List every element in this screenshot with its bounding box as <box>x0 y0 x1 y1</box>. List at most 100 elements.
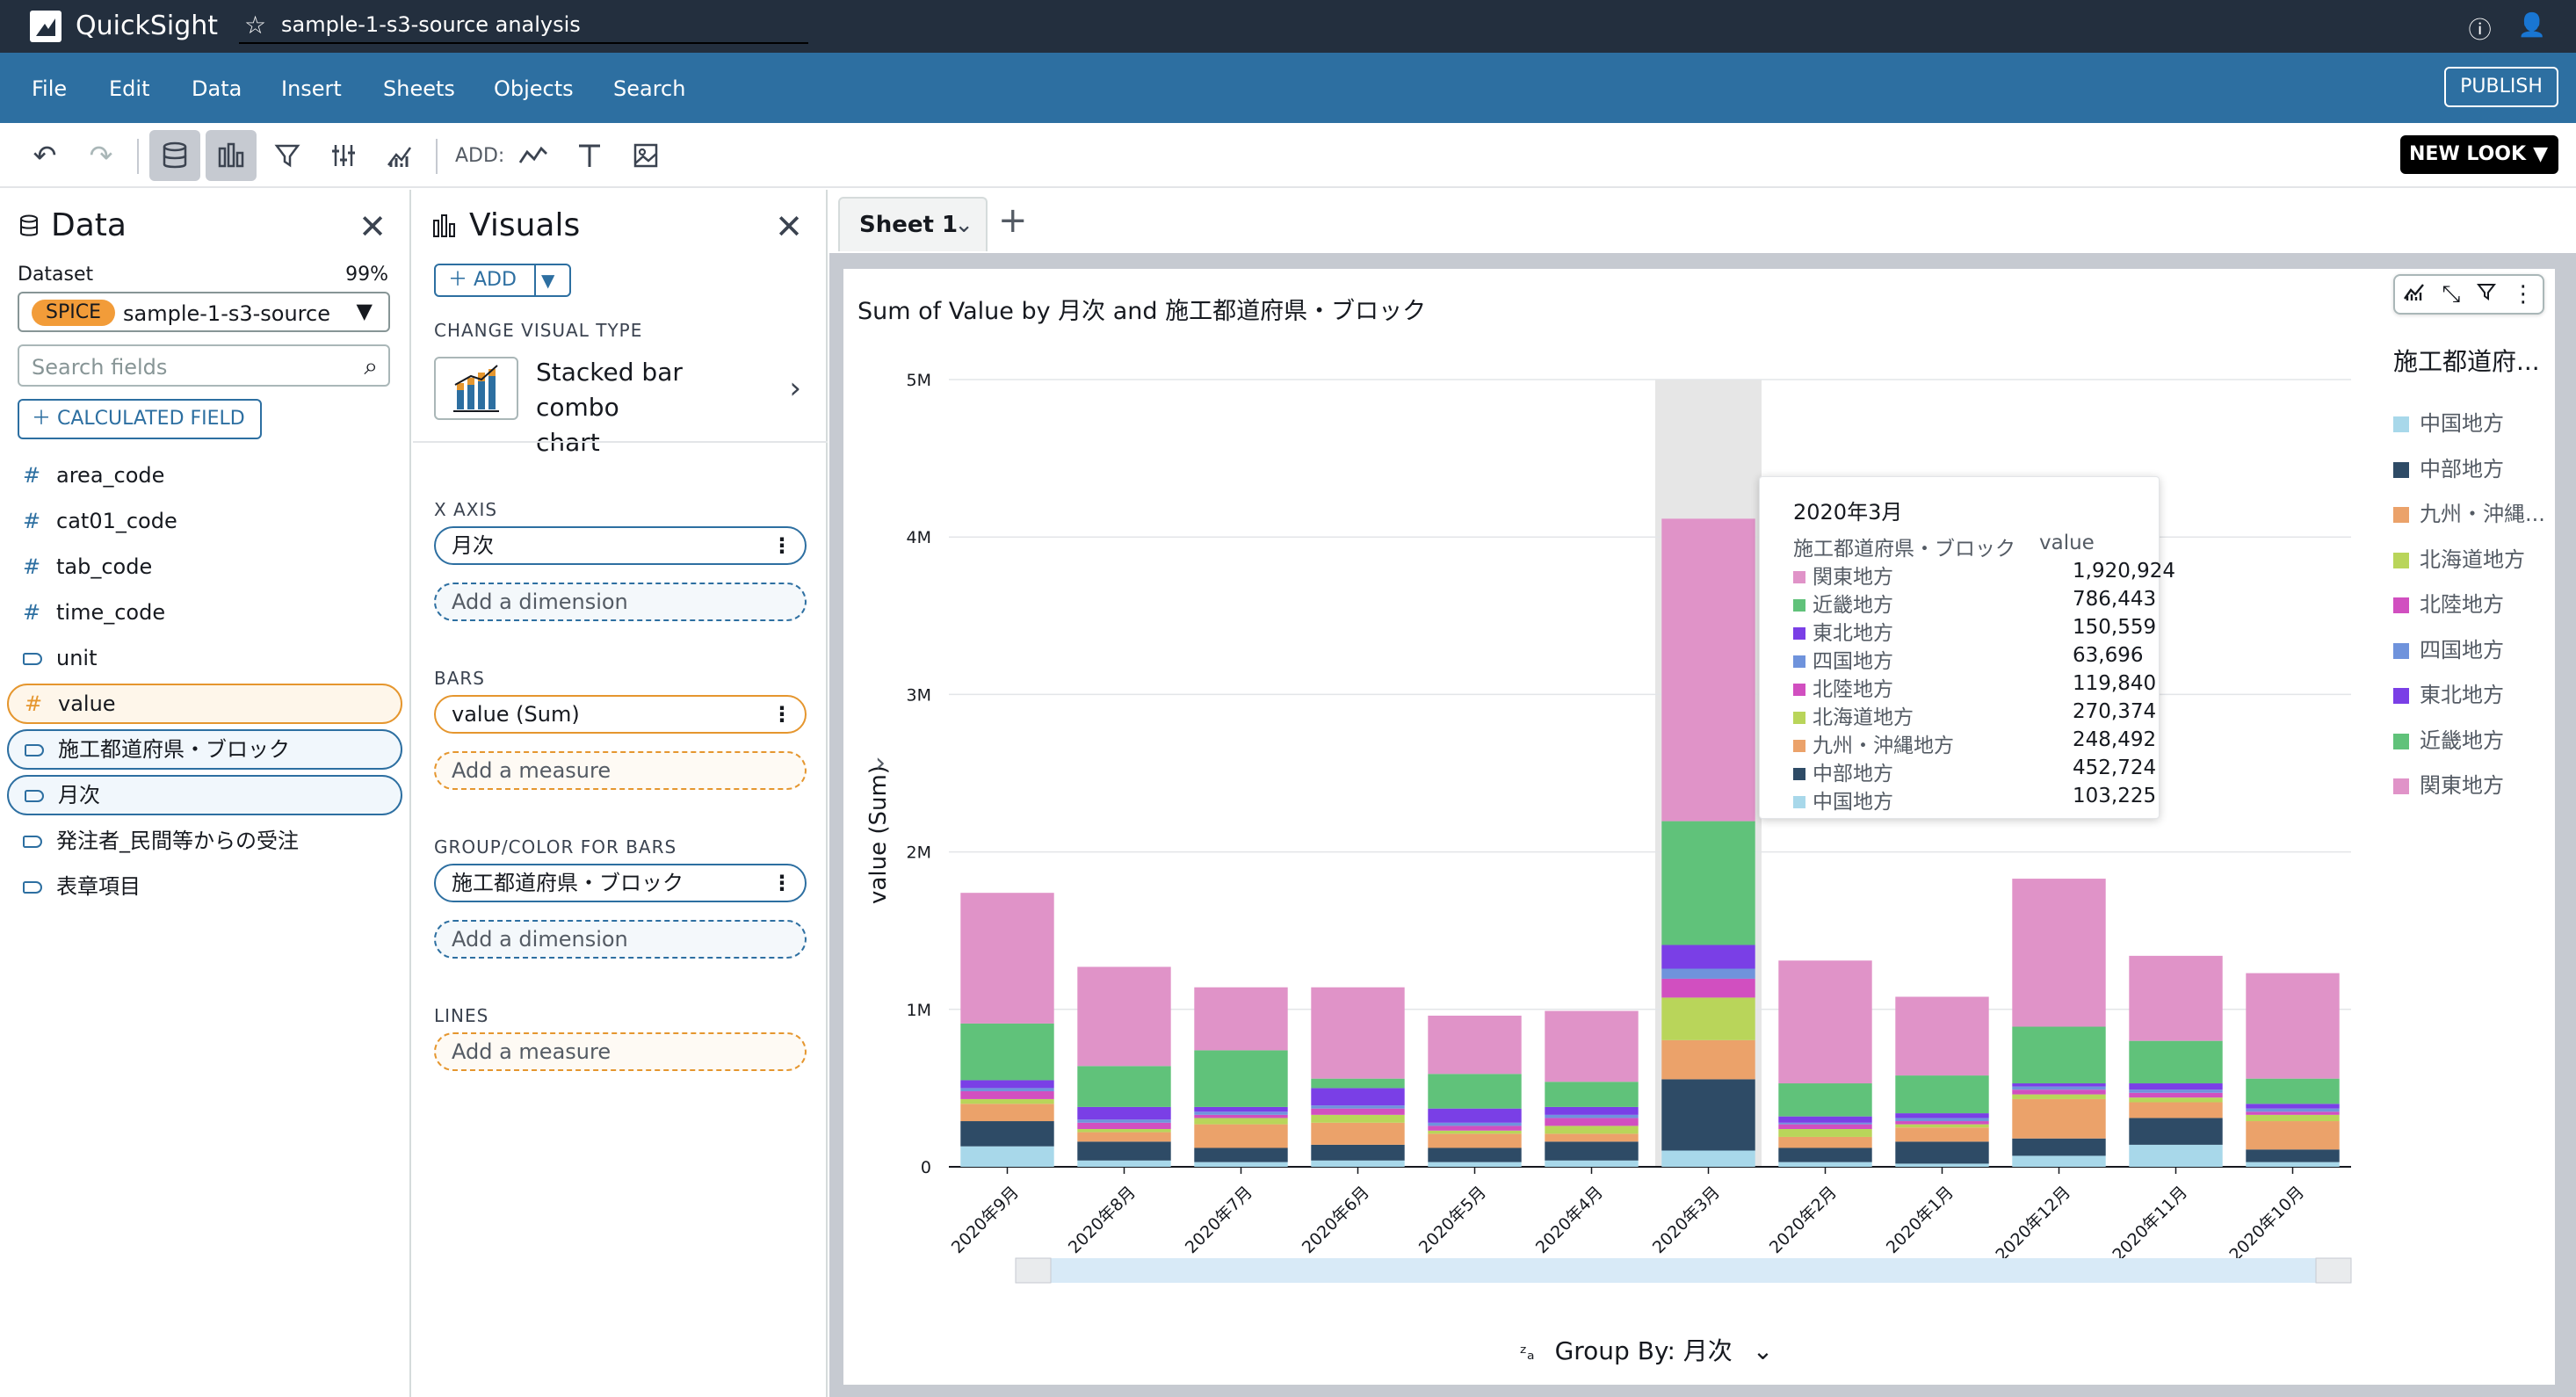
legend-swatch <box>2393 688 2409 704</box>
legend-item[interactable]: 北海道地方 <box>2393 542 2525 573</box>
bar-segment <box>960 893 1054 1024</box>
menu-edit[interactable]: Edit <box>109 76 150 101</box>
field-value[interactable]: # value <box>7 684 402 724</box>
more-options-icon[interactable]: ⋮ <box>771 871 792 895</box>
menu-objects[interactable]: Objects <box>494 76 574 101</box>
publish-button[interactable]: PUBLISH <box>2444 67 2558 107</box>
app-brand: QuickSight <box>76 11 219 41</box>
filter-icon[interactable] <box>262 130 313 181</box>
undo-icon[interactable]: ↶ <box>33 139 57 172</box>
caret-down-icon[interactable]: ▼ <box>541 270 555 291</box>
menu-search[interactable]: Search <box>613 76 686 101</box>
redo-icon[interactable]: ↷ <box>89 139 113 172</box>
field-time-code[interactable]: # time_code <box>7 592 402 633</box>
chart-options-icon[interactable] <box>2403 281 2426 308</box>
chevron-down-icon[interactable]: ⌄ <box>954 212 973 238</box>
x-tick-label: 2020年4月 <box>1532 1183 1607 1257</box>
legend-item[interactable]: 九州・沖縄... <box>2393 496 2545 527</box>
field-prefecture-block[interactable]: 施工都道府県・ブロック <box>7 729 402 770</box>
search-icon[interactable]: ⌕ <box>364 351 378 380</box>
add-visual-button[interactable]: ＋ ADD ▼ <box>434 264 571 297</box>
legend-label: 中国地方 <box>2420 411 2504 436</box>
add-image-icon[interactable] <box>620 130 671 181</box>
analysis-title[interactable]: sample-1-s3-source analysis <box>281 12 581 37</box>
close-icon[interactable]: ✕ <box>775 207 803 246</box>
help-icon[interactable]: ⓘ <box>2468 18 2492 44</box>
bar-segment <box>1311 1114 1405 1123</box>
menu-insert[interactable]: Insert <box>281 76 342 101</box>
menu-file[interactable]: File <box>32 76 68 101</box>
add-sheet-icon[interactable]: + <box>998 200 1028 241</box>
bar-segment <box>1778 1116 1872 1123</box>
bar-segment <box>2246 973 2340 1079</box>
chevron-right-icon[interactable]: › <box>789 371 801 406</box>
more-options-icon[interactable]: ⋮ <box>771 533 792 558</box>
legend-item[interactable]: 近畿地方 <box>2393 723 2504 754</box>
favorite-star-icon[interactable]: ☆ <box>244 11 267 40</box>
bar-segment <box>960 1090 1054 1099</box>
field-monthly[interactable]: 月次 <box>7 775 402 815</box>
close-icon[interactable]: ✕ <box>358 207 387 246</box>
field-unit[interactable]: unit <box>7 638 402 678</box>
bar-segment <box>2012 1094 2106 1099</box>
dimension-tag-icon <box>25 777 44 814</box>
legend-title: 施工都道府... <box>2393 347 2540 376</box>
bar-segment <box>1778 1083 1872 1117</box>
bar-segment <box>1428 1147 1522 1162</box>
field-area-code[interactable]: # area_code <box>7 455 402 496</box>
add-dimension-group[interactable]: Add a dimension <box>434 920 807 959</box>
tab-sheet-1[interactable]: Sheet 1 ⌄ <box>838 197 988 251</box>
user-icon[interactable]: 👤 <box>2517 12 2546 39</box>
add-visual-icon[interactable] <box>508 130 559 181</box>
sort-za-icon[interactable]: ᶻₐ <box>1520 1343 1535 1364</box>
add-measure-lines[interactable]: Add a measure <box>434 1032 807 1071</box>
add-dimension-x-axis[interactable]: Add a dimension <box>434 583 807 621</box>
stacked-bar-chart[interactable]: 0 1M 2M 3M 4M 5M value (Sum)› 2020年9月 2020年8月 202… <box>843 269 2390 1306</box>
field-tab-code[interactable]: # tab_code <box>7 546 402 587</box>
tooltip-row-name: 九州・沖縄地方 <box>1813 735 1954 757</box>
legend-item[interactable]: 中国地方 <box>2393 406 2504 437</box>
bar-segment <box>2129 1089 2223 1093</box>
field-table-item[interactable]: 表章項目 <box>7 866 402 907</box>
insights-icon[interactable] <box>374 130 425 181</box>
tooltip-row: 中部地方 452,724 <box>1793 756 2162 785</box>
legend-item[interactable]: 中部地方 <box>2393 452 2504 482</box>
tooltip-row: 四国地方 63,696 <box>1793 644 2162 673</box>
data-panel-toggle-icon[interactable] <box>149 130 200 181</box>
more-options-icon[interactable]: ⋮ <box>771 702 792 727</box>
bars-field-well[interactable]: value (Sum) ⋮ <box>434 695 807 734</box>
bar-segment <box>960 1080 1054 1089</box>
legend-item[interactable]: 四国地方 <box>2393 633 2504 663</box>
collapse-icon[interactable]: ⤡ <box>2442 280 2461 308</box>
bar-segment <box>2129 1083 2223 1090</box>
legend-item[interactable]: 東北地方 <box>2393 677 2504 708</box>
menu-sheets[interactable]: Sheets <box>383 76 455 101</box>
dimension-tag-icon <box>23 866 42 907</box>
add-measure-bars[interactable]: Add a measure <box>434 751 807 790</box>
search-fields-input[interactable] <box>32 355 348 380</box>
visuals-panel-toggle-icon[interactable] <box>206 130 257 181</box>
legend-item[interactable]: 北陸地方 <box>2393 587 2504 618</box>
calculated-field-button[interactable]: ＋ CALCULATED FIELD <box>18 399 262 439</box>
group-by-control[interactable]: ᶻₐ Group By: 月次 ⌄ <box>1520 1336 1774 1365</box>
bar-segment <box>1661 518 1755 822</box>
add-text-icon[interactable] <box>564 130 615 181</box>
new-look-button[interactable]: NEW LOOK ▼ <box>2400 135 2558 174</box>
bar-segment <box>1428 1108 1522 1123</box>
scroll-handle-left <box>1015 1257 1052 1284</box>
stacked-bar-combo-icon[interactable] <box>434 357 518 420</box>
dataset-dropdown[interactable]: SPICE sample-1-s3-source ▼ <box>18 292 390 332</box>
field-orderer[interactable]: 発注者_民間等からの受注 <box>7 821 402 861</box>
bar-segment <box>2012 1155 2106 1167</box>
visual-card[interactable]: Sum of Value by 月次 and 施工都道府県・ブロック ⤡ ⋮ 0… <box>843 269 2555 1385</box>
x-axis-field-well[interactable]: 月次 ⋮ <box>434 526 807 565</box>
filter-icon[interactable] <box>2476 281 2496 308</box>
group-field-well[interactable]: 施工都道府県・ブロック ⋮ <box>434 864 807 902</box>
more-options-icon[interactable]: ⋮ <box>2511 281 2535 308</box>
menu-data[interactable]: Data <box>192 76 242 101</box>
field-cat01-code[interactable]: # cat01_code <box>7 501 402 541</box>
quicksight-logo-icon[interactable] <box>30 11 62 42</box>
parameters-icon[interactable] <box>318 130 369 181</box>
legend-item[interactable]: 関東地方 <box>2393 768 2504 799</box>
chevron-down-icon[interactable]: ⌄ <box>1752 1336 1774 1365</box>
